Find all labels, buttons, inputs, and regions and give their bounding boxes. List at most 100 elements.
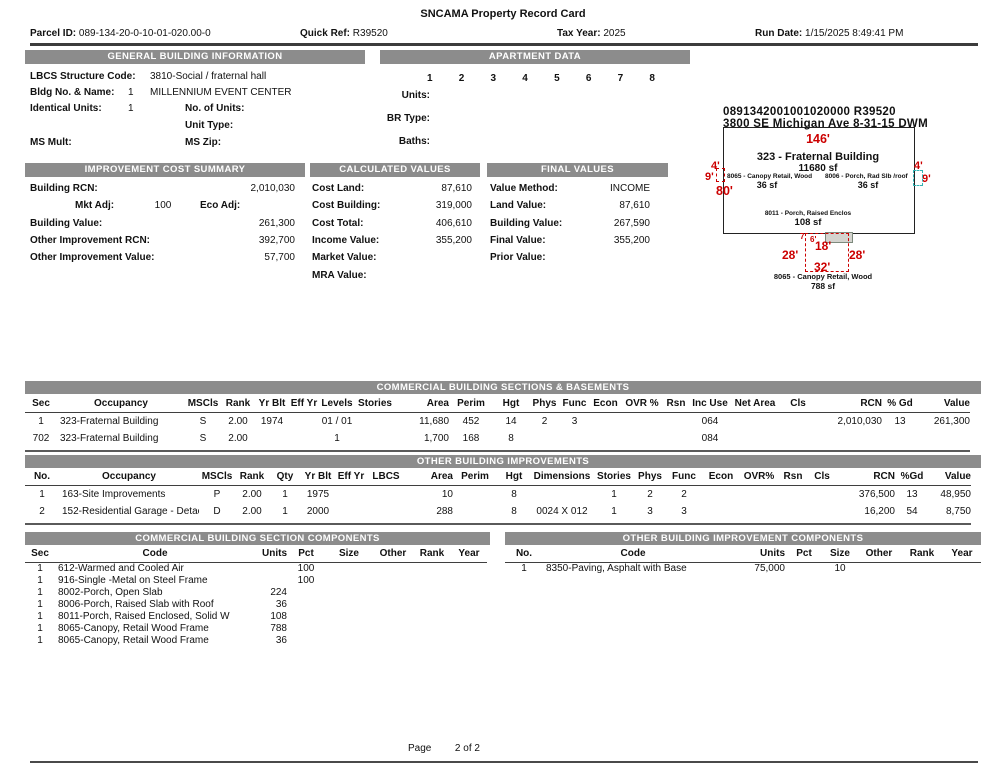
column-header: Size (325, 547, 373, 563)
apt-col-1: 1 (427, 73, 433, 84)
table-cell: 376,500 (858, 489, 895, 500)
table-cell: S (199, 433, 207, 444)
table-cell (739, 503, 779, 520)
table-cell (325, 599, 373, 611)
no-of-units-label: No. of Units: (185, 103, 245, 114)
table-cell (325, 611, 373, 623)
calculated-values-header: CALCULATED VALUES (310, 163, 480, 177)
sketch-lower-canopy-area: 788 sf (810, 281, 836, 291)
sketch-bottom-feature-label: 8011 - Porch, Raised Enclos (764, 210, 852, 217)
bldg-no: 1 (128, 87, 134, 98)
table-cell (453, 503, 497, 520)
table-cell (703, 503, 739, 520)
table-cell (943, 563, 981, 575)
sketch-lower-dim-6: 6' (810, 235, 817, 244)
table-cell (335, 503, 367, 520)
column-header: MSCls (185, 397, 221, 413)
sketch-right-dim-4: 4' (914, 160, 923, 172)
column-header: Other (373, 547, 413, 563)
column-header: Stories (593, 470, 635, 486)
table-cell: S (199, 416, 207, 427)
sketch-right-porch-outline (913, 170, 923, 186)
column-header: Rank (235, 470, 269, 486)
land-value-value: 87,610 (619, 200, 650, 211)
run-date-value: 1/15/2025 8:49:41 PM (805, 28, 904, 39)
table-cell (451, 623, 487, 635)
table-cell: 1 (37, 611, 43, 622)
table-cell (453, 486, 497, 503)
column-header: Perim (449, 397, 493, 413)
sketch-left-feature-label: 8065 - Canopy Retail, Wood (727, 173, 813, 180)
table-cell (918, 430, 970, 447)
table-cell (255, 575, 287, 587)
table-cell (413, 599, 451, 611)
table-cell (807, 503, 837, 520)
column-header: Net Area (730, 397, 780, 413)
table-cell: 11,680 (419, 416, 449, 427)
table-cell (451, 611, 487, 623)
table-cell (373, 575, 413, 587)
column-header: No. (505, 547, 543, 563)
table-cell (739, 486, 779, 503)
table-cell: 1 (37, 575, 43, 586)
run-date-label: Run Date: (755, 28, 803, 39)
table-cell: 1 (282, 489, 288, 500)
footer-divider (30, 761, 978, 763)
table-cell (816, 430, 882, 447)
cost-building-label: Cost Building: (312, 200, 381, 211)
table-cell: 1 (37, 623, 43, 634)
table-cell (529, 430, 560, 447)
column-header: Units (723, 547, 785, 563)
table-cell (413, 623, 451, 635)
column-header: RCN (816, 397, 882, 413)
sketch-top-dimension: 146' (806, 132, 830, 146)
column-header: Hgt (497, 470, 531, 486)
quick-ref: Quick Ref: R39520 (300, 28, 388, 40)
identical-units-value: 1 (128, 103, 134, 114)
table-cell: 10 (834, 563, 846, 574)
table-cell: 13 (894, 416, 906, 427)
apt-col-4: 4 (522, 73, 528, 84)
table-cell: 084 (701, 433, 719, 444)
column-header: Pct (287, 547, 325, 563)
table-cell (325, 587, 373, 599)
column-header: Dimensions (531, 470, 593, 486)
mra-value-label: MRA Value: (312, 270, 367, 281)
column-header: OVR % (622, 397, 662, 413)
sketch-left-dim-4: 4' (711, 160, 720, 172)
table-cell: 8011-Porch, Raised Enclosed, Solid W (58, 611, 230, 622)
column-header: Units (255, 547, 287, 563)
final-value-value: 355,200 (613, 235, 650, 246)
sketch-lower-dim-28-left: 28' (782, 248, 799, 262)
table-cell: 168 (462, 433, 480, 444)
sections-table: Sec Occupancy MSCls Rank Yr Blt Eff Yr Levels S… (25, 397, 970, 452)
parcel-id: Parcel ID: 089-134-20-0-10-01-020.00-0 (30, 28, 211, 40)
column-header: Pct (785, 547, 823, 563)
ms-zip-label: MS Zip: (185, 137, 222, 148)
column-header: No. (25, 470, 59, 486)
sketch-right-feature-area: 36 sf (857, 180, 879, 190)
table-cell: 2.00 (242, 506, 262, 517)
apt-col-5: 5 (554, 73, 560, 84)
column-header: Year (451, 547, 487, 563)
table-cell (335, 486, 367, 503)
mkt-adj-value: 100 (154, 200, 172, 211)
column-header: Stories (355, 397, 395, 413)
column-header: Perim (453, 470, 497, 486)
column-header: Area (395, 397, 449, 413)
column-header: Rank (413, 547, 451, 563)
column-header: Rsn (662, 397, 690, 413)
sketch-parcel-line: 0891342001001020000 R39520 (723, 106, 896, 118)
table-cell: 1 (611, 489, 617, 500)
sketch-left-feature-area: 36 sf (756, 180, 778, 190)
page-label: Page (408, 743, 432, 754)
table-cell (255, 563, 287, 575)
building-rcn-label: Building RCN: (30, 183, 98, 194)
table-cell: 2.00 (242, 489, 262, 500)
value-method-label: Value Method: (490, 183, 558, 194)
table-cell (289, 413, 319, 430)
sketch-lower-canopy-label: 8065 - Canopy Retail, Wood (773, 272, 873, 281)
other-improvement-value-value: 57,700 (264, 252, 295, 263)
run-date: Run Date: 1/15/2025 8:49:41 PM (755, 28, 903, 40)
sketch-lower-gray-box (825, 232, 853, 243)
